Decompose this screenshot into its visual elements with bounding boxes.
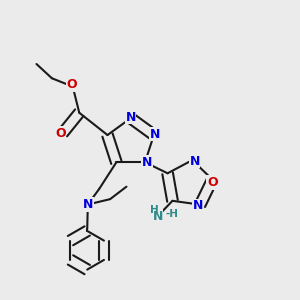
Text: O: O — [67, 78, 77, 91]
Text: N: N — [82, 198, 93, 211]
Text: N: N — [142, 156, 152, 169]
Text: -H: -H — [166, 209, 179, 219]
Text: N: N — [152, 210, 163, 223]
Text: H: H — [150, 205, 159, 215]
Text: O: O — [207, 176, 218, 189]
Text: N: N — [190, 155, 200, 168]
Text: N: N — [193, 200, 203, 212]
Text: N: N — [125, 111, 136, 124]
Text: O: O — [55, 127, 66, 140]
Text: N: N — [150, 128, 160, 141]
